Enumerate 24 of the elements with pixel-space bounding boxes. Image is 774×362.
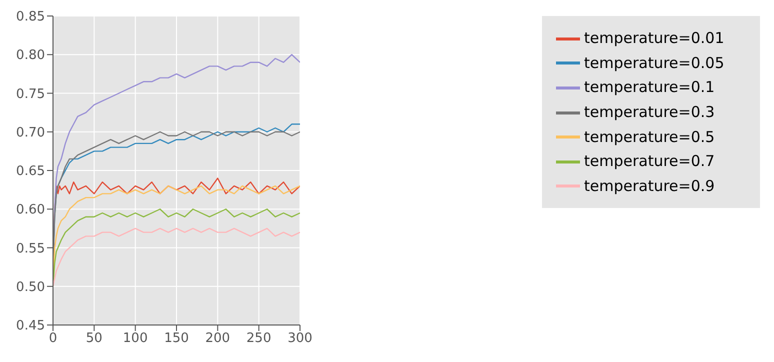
legend-label: temperature=0.3: [584, 102, 715, 121]
y-tick-label: 0.45: [16, 318, 45, 334]
y-tick-label: 0.70: [16, 125, 45, 140]
legend-label: temperature=0.5: [584, 128, 715, 146]
legend-label: temperature=0.01: [584, 29, 724, 47]
legend-label: temperature=0.1: [584, 78, 715, 96]
y-tick-label: 0.80: [16, 48, 45, 64]
x-tick-label: 0: [48, 331, 58, 346]
x-tick-label: 50: [86, 331, 102, 346]
y-tick-label: 0.55: [16, 241, 45, 256]
x-tick-label: 100: [122, 331, 148, 346]
y-tick-label: 0.75: [16, 86, 45, 102]
x-tick-label: 300: [288, 331, 312, 346]
y-tick-label: 0.85: [16, 10, 45, 25]
legend-label: temperature=0.7: [584, 152, 715, 170]
y-tick-label: 0.50: [16, 280, 45, 295]
x-tick-label: 200: [205, 331, 230, 346]
x-tick-label: 150: [164, 331, 189, 346]
x-tick-label: 250: [246, 331, 272, 346]
y-tick-label: 0.65: [16, 164, 45, 180]
line-series: [53, 228, 300, 287]
legend-label: temperature=0.9: [584, 176, 715, 195]
legend-label: temperature=0.05: [584, 54, 724, 72]
y-tick-label: 0.60: [16, 202, 45, 218]
